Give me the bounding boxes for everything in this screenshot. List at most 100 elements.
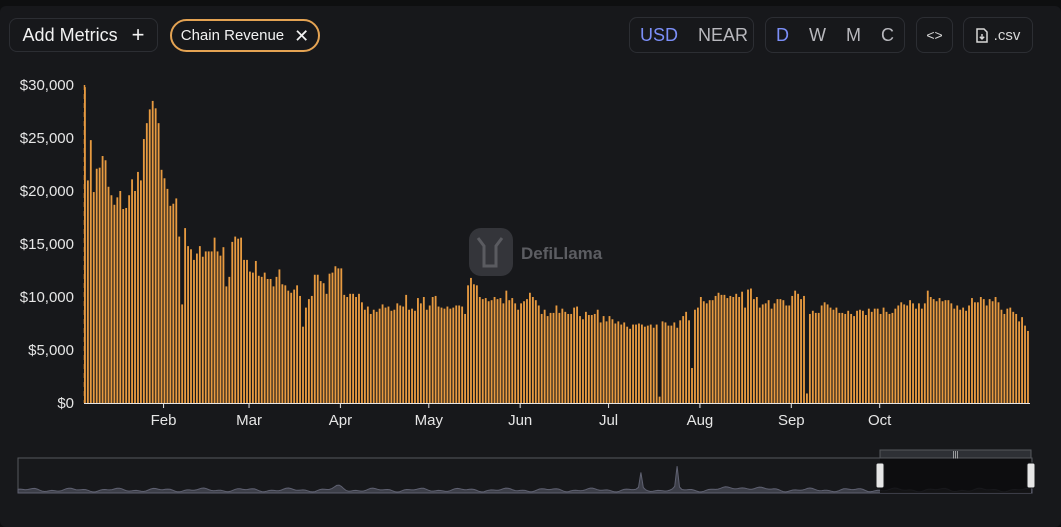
bar <box>750 288 752 403</box>
file-download-icon <box>975 27 988 43</box>
bar <box>92 192 95 403</box>
bar <box>561 308 564 403</box>
bar <box>667 325 670 403</box>
granularity-option-monthly[interactable]: M <box>846 24 861 45</box>
x-tick-label: Apr <box>329 412 352 429</box>
bar <box>758 307 761 403</box>
bar <box>305 307 307 403</box>
y-tick-label: $20,000 <box>20 183 74 200</box>
bar <box>425 309 428 403</box>
bar <box>570 313 573 403</box>
bar <box>820 305 823 403</box>
x-tick-label: May <box>415 412 444 429</box>
bar <box>720 294 723 403</box>
bar <box>838 312 841 403</box>
bar <box>113 204 116 403</box>
bar <box>281 284 284 403</box>
bar <box>888 313 891 403</box>
overview-handle-right[interactable] <box>1026 462 1036 489</box>
x-axis: Feb Mar Apr May Jun Jul Aug Sep Oct <box>84 403 1030 429</box>
bar <box>744 307 746 403</box>
y-tick-label: $25,000 <box>20 130 74 147</box>
bar <box>210 251 213 403</box>
bar <box>131 179 133 403</box>
bar <box>640 324 643 403</box>
bar <box>361 302 363 403</box>
bar <box>181 304 184 403</box>
csv-download-button[interactable]: .csv <box>963 17 1033 53</box>
bar <box>752 299 755 403</box>
bar <box>579 316 581 403</box>
bar <box>576 306 578 403</box>
currency-option-usd[interactable]: USD <box>640 24 679 45</box>
bar <box>673 322 676 403</box>
bar <box>808 313 811 403</box>
bar <box>187 246 189 403</box>
granularity-option-cumulative[interactable]: C <box>881 24 894 45</box>
bar <box>587 315 590 403</box>
overview-slider[interactable]: ||| <box>17 449 1036 494</box>
bar <box>511 298 514 403</box>
bar <box>175 198 178 403</box>
bar <box>378 308 381 403</box>
granularity-option-weekly[interactable]: W <box>809 24 826 45</box>
bar <box>555 305 558 403</box>
close-icon[interactable]: ✕ <box>294 25 310 46</box>
bar <box>393 309 396 403</box>
bar <box>293 289 296 403</box>
bar <box>1006 308 1009 403</box>
bar <box>1024 325 1026 403</box>
watermark: DefiLlama <box>469 228 603 276</box>
granularity-toggle: D W M C <box>765 17 905 53</box>
metric-chip-chain-revenue[interactable]: Chain Revenue ✕ <box>170 19 320 52</box>
granularity-option-daily[interactable]: D <box>776 24 789 45</box>
bar <box>240 237 243 403</box>
currency-option-near[interactable]: NEAR <box>698 24 749 45</box>
bar <box>918 303 920 403</box>
bar <box>484 298 487 403</box>
embed-button[interactable]: <> <box>916 17 953 53</box>
bar <box>290 292 293 403</box>
bar <box>148 109 151 403</box>
bar <box>408 309 410 403</box>
bar <box>254 260 257 403</box>
bar <box>982 299 985 403</box>
y-axis: $0 $5,000 $10,000 $15,000 $20,000 $25,000 $30,… <box>20 77 74 412</box>
overview-selection[interactable] <box>880 458 1031 493</box>
bar <box>1027 330 1029 403</box>
bar <box>853 316 856 403</box>
bar <box>334 266 337 403</box>
bar <box>190 249 192 403</box>
bar <box>502 303 505 403</box>
bar <box>817 312 820 403</box>
bar <box>814 312 817 403</box>
bar <box>971 298 973 403</box>
bar <box>496 299 499 403</box>
bar <box>172 203 175 403</box>
bar <box>508 300 511 403</box>
bar <box>540 313 543 403</box>
bar <box>151 100 154 404</box>
bar <box>549 312 552 403</box>
bar <box>676 327 679 403</box>
bar <box>349 293 352 403</box>
bar <box>658 396 661 403</box>
overview-drag-bar[interactable] <box>879 449 1032 459</box>
bar <box>903 304 906 403</box>
y-tick-label: $5,000 <box>28 342 74 359</box>
bar <box>225 286 228 403</box>
bar <box>850 313 853 403</box>
bar <box>696 307 699 403</box>
bar <box>119 191 122 403</box>
bar <box>779 299 782 403</box>
bar <box>125 207 128 403</box>
bar <box>959 309 962 403</box>
add-metrics-button[interactable]: Add Metrics + <box>9 18 158 52</box>
bar <box>478 297 481 403</box>
bar <box>246 259 248 403</box>
bar <box>573 307 576 403</box>
bar <box>116 197 119 403</box>
bar <box>228 276 231 403</box>
overview-handle-left[interactable] <box>875 462 885 489</box>
bar <box>738 297 741 403</box>
